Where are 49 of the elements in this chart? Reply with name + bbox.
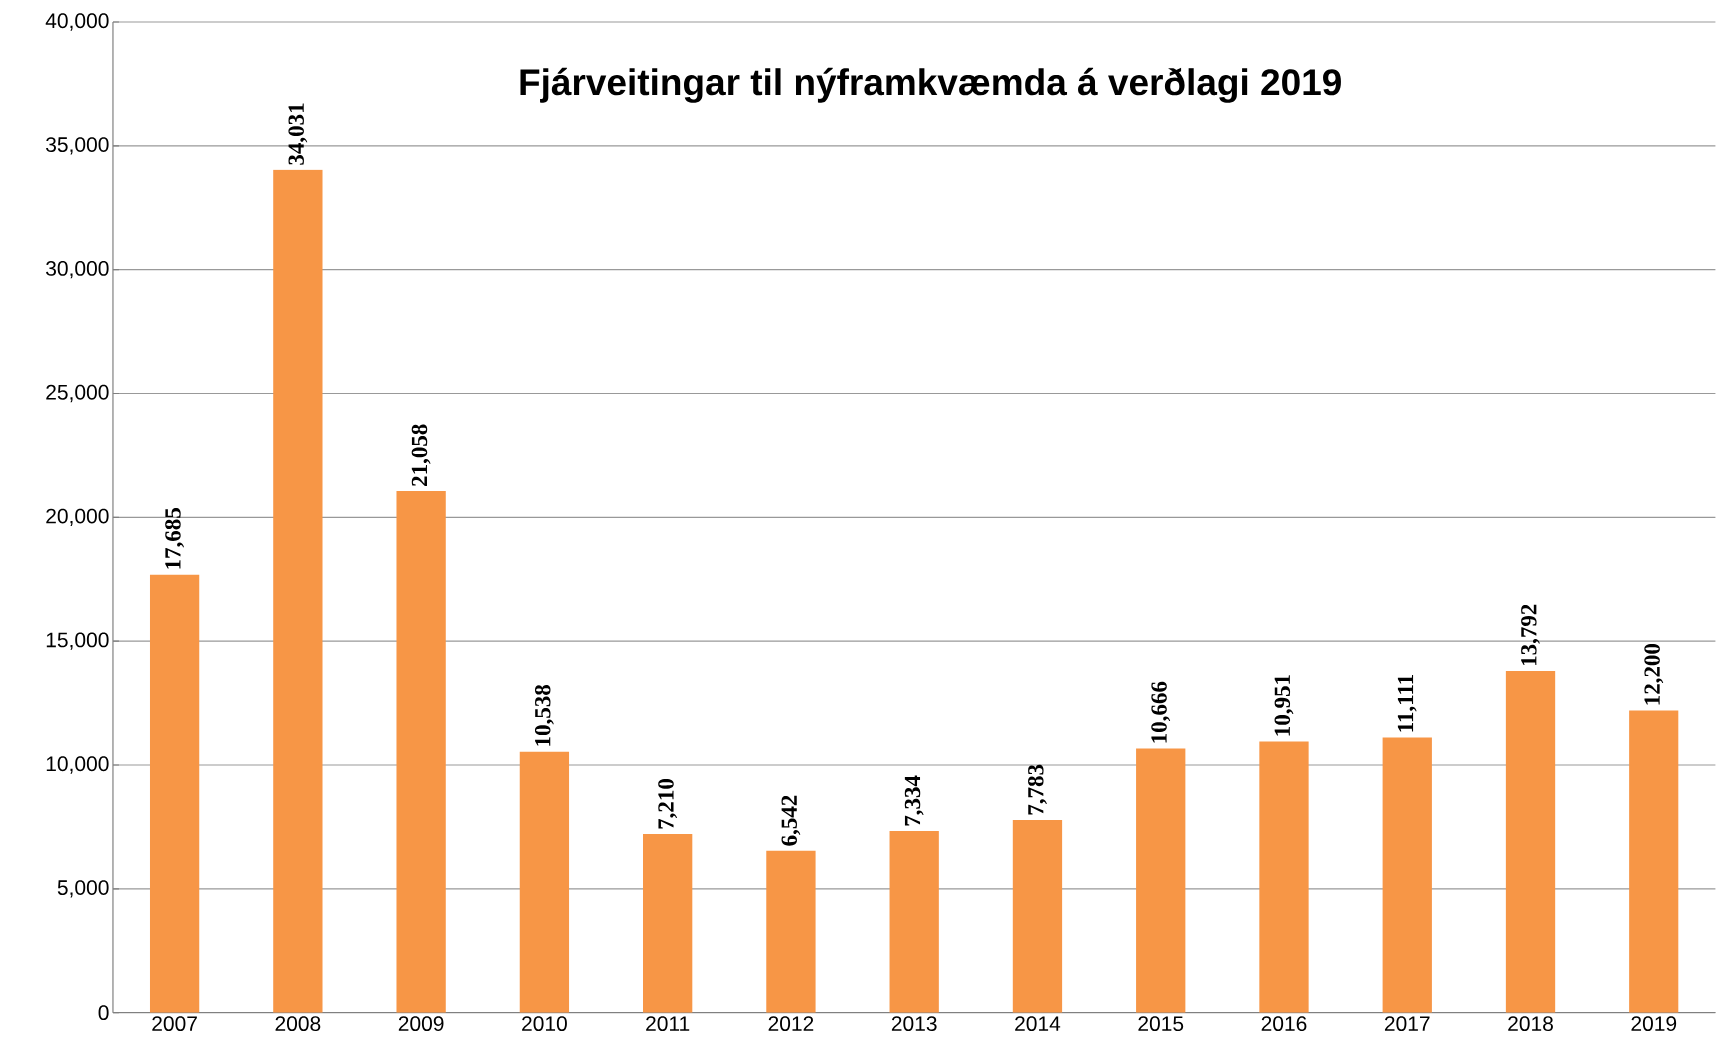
bar [396,491,446,1013]
data-label: 10,666 [1151,681,1171,743]
x-tick-label: 2014 [1015,1016,1061,1032]
x-tick-label: 2013 [891,1016,937,1032]
x-tick-label: 2011 [646,1016,690,1032]
bar [519,751,570,1013]
bar [1136,748,1186,1013]
bar [643,834,693,1013]
bar [1505,671,1556,1013]
x-tick-label: 2009 [398,1016,444,1032]
bar [1629,710,1679,1013]
y-tick-label: 5,000 [57,880,109,898]
x-tick-label: 2012 [768,1016,814,1032]
bar [1382,737,1432,1013]
bar [149,574,200,1013]
x-tick-label: 2016 [1261,1016,1307,1032]
data-label: 17,685 [165,508,185,569]
x-tick-label: 2007 [152,1016,197,1032]
data-label: 13,792 [1521,604,1540,666]
x-tick-label: 2018 [1508,1016,1553,1032]
y-tick-label: 15,000 [46,632,109,650]
data-label: 7,783 [1028,764,1047,815]
data-label: 7,210 [658,779,678,829]
data-label: 10,538 [534,685,554,746]
bar [1012,820,1063,1013]
data-label: 12,200 [1644,644,1664,705]
data-label: 34,031 [288,103,308,165]
x-tick-label: 2008 [275,1016,321,1032]
x-tick-label: 2010 [522,1016,567,1032]
x-tick-label: 2015 [1138,1016,1184,1032]
y-tick-label: 10,000 [46,756,109,774]
bar [273,169,323,1013]
data-label: 6,542 [781,795,801,846]
data-label: 7,334 [904,775,924,826]
data-label: 21,058 [411,424,431,487]
y-tick-label: 35,000 [46,137,109,155]
y-tick-label: 40,000 [45,13,109,31]
y-tick-label: 25,000 [46,384,109,403]
y-tick-label: 20,000 [46,508,109,527]
x-tick-label: 2017 [1384,1016,1430,1032]
y-tick-label: 0 [98,1005,109,1021]
bar [1259,741,1309,1013]
data-label: 11,111 [1397,675,1417,732]
bar [766,850,816,1013]
text: Fjárveitingar til nýframkvæmda á verðlagi 2019 [520,68,1341,104]
data-label: 10,951 [1274,675,1294,736]
bar [889,831,939,1013]
y-tick-label: 30,000 [46,261,109,279]
x-tick-label: 2019 [1631,1016,1677,1032]
